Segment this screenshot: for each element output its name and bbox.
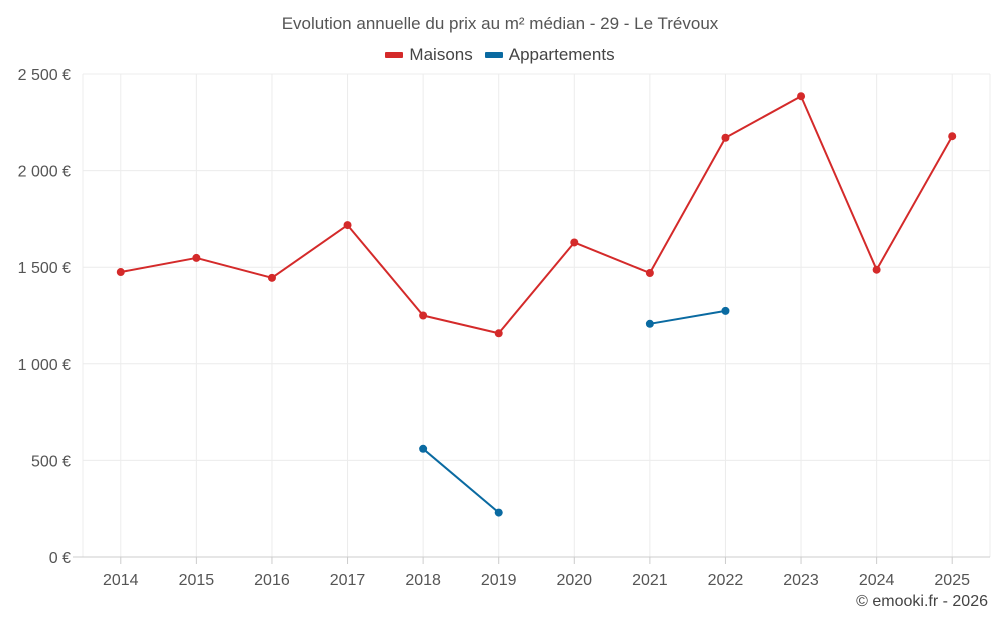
y-tick-label: 2 500 €	[18, 67, 71, 84]
x-tick-label: 2018	[405, 572, 441, 589]
x-tick-label: 2023	[783, 572, 819, 589]
data-point-maisons[interactable]	[645, 268, 654, 277]
credit-text: © emooki.fr - 2026	[856, 593, 988, 610]
data-point-maisons[interactable]	[192, 253, 201, 262]
x-tick-label: 2015	[179, 572, 215, 589]
data-point-maisons[interactable]	[419, 311, 428, 320]
legend-item-appartements[interactable]: Appartements	[484, 45, 615, 65]
x-tick-label: 2017	[330, 572, 366, 589]
legend-swatch-maisons	[385, 52, 404, 58]
y-tick-label: 1 000 €	[18, 357, 71, 374]
x-tick-label: 2024	[859, 572, 895, 589]
x-tick-label: 2019	[481, 572, 517, 589]
series-layer	[116, 92, 957, 517]
data-point-maisons[interactable]	[797, 92, 806, 101]
y-tick-label: 1 500 €	[18, 260, 71, 277]
y-tick-label: 0 €	[49, 550, 71, 567]
data-point-maisons[interactable]	[948, 132, 957, 141]
data-point-appartements[interactable]	[721, 306, 730, 315]
data-point-appartements[interactable]	[494, 508, 503, 517]
chart-title: Evolution annuelle du prix au m² médian …	[281, 14, 719, 33]
x-tick-label: 2016	[254, 572, 290, 589]
x-tick-label: 2020	[556, 572, 592, 589]
y-tick-label: 500 €	[31, 453, 71, 470]
legend: Maisons Appartements	[0, 45, 1000, 65]
data-point-appartements[interactable]	[645, 319, 654, 328]
legend-label-maisons: Maisons	[409, 45, 473, 64]
legend-item-maisons[interactable]: Maisons	[385, 45, 473, 65]
axis-layer: 0 € 500 € 1 000 € 1 500 € 2 000 € 2 500 € 2014…	[18, 67, 990, 589]
data-point-maisons[interactable]	[116, 268, 125, 277]
legend-swatch-appartements	[484, 52, 503, 58]
data-point-maisons[interactable]	[721, 133, 730, 142]
data-point-maisons[interactable]	[267, 273, 276, 282]
x-tick-label: 2025	[934, 572, 970, 589]
data-point-appartements[interactable]	[419, 444, 428, 453]
series-line-appartements	[422, 447, 500, 514]
y-tick-label: 2 000 €	[18, 164, 71, 181]
grid-layer	[82, 73, 991, 557]
data-point-maisons[interactable]	[494, 329, 503, 338]
legend-label-appartements: Appartements	[508, 45, 615, 64]
data-point-maisons[interactable]	[872, 265, 881, 274]
series-line-appartements	[648, 309, 727, 325]
data-point-maisons[interactable]	[570, 238, 579, 247]
x-tick-label: 2022	[708, 572, 744, 589]
data-point-maisons[interactable]	[343, 221, 352, 230]
x-tick-label: 2021	[632, 572, 668, 589]
x-tick-label: 2014	[103, 572, 139, 589]
series-line-maisons	[119, 95, 954, 335]
